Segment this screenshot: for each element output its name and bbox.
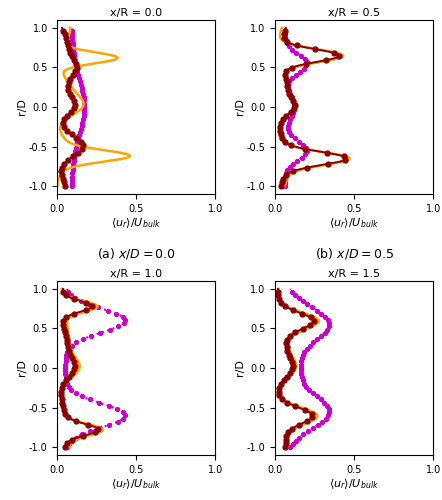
X-axis label: $\langle u_r \rangle/U_{bulk}$: $\langle u_r \rangle/U_{bulk}$ bbox=[111, 478, 161, 491]
X-axis label: $\langle u_r \rangle/U_{bulk}$: $\langle u_r \rangle/U_{bulk}$ bbox=[329, 478, 379, 491]
Y-axis label: r/D: r/D bbox=[235, 360, 245, 376]
Title: x/R = 0.0: x/R = 0.0 bbox=[110, 8, 163, 18]
Text: (a) $x/D = 0.0$: (a) $x/D = 0.0$ bbox=[97, 246, 176, 261]
X-axis label: $\langle u_r \rangle/U_{bulk}$: $\langle u_r \rangle/U_{bulk}$ bbox=[329, 216, 379, 230]
Y-axis label: r/D: r/D bbox=[18, 360, 27, 376]
Title: x/R = 1.5: x/R = 1.5 bbox=[328, 269, 380, 279]
Y-axis label: r/D: r/D bbox=[235, 98, 245, 116]
Title: x/R = 1.0: x/R = 1.0 bbox=[110, 269, 163, 279]
X-axis label: $\langle u_r \rangle/U_{bulk}$: $\langle u_r \rangle/U_{bulk}$ bbox=[111, 216, 161, 230]
Title: x/R = 0.5: x/R = 0.5 bbox=[328, 8, 380, 18]
Text: (b) $x/D = 0.5$: (b) $x/D = 0.5$ bbox=[315, 246, 394, 261]
Y-axis label: r/D: r/D bbox=[18, 98, 27, 116]
